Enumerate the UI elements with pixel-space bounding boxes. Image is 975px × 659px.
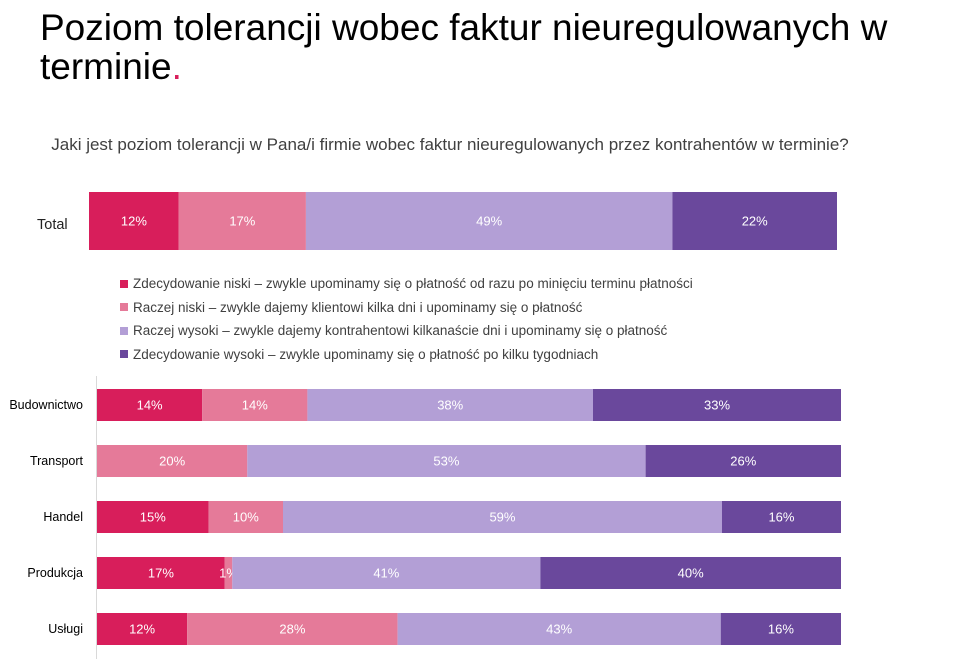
bar-segment: [89, 192, 179, 250]
data-label: 14%: [242, 398, 268, 413]
data-label: 59%: [489, 510, 515, 525]
data-label: 40%: [678, 566, 704, 581]
bar-segment: [645, 445, 841, 477]
bar-segment: [232, 557, 541, 589]
bar-segment: [672, 192, 837, 250]
bar-segment: [208, 501, 283, 533]
data-label: 17%: [229, 214, 255, 229]
data-label: 20%: [159, 454, 185, 469]
bar-segment: [187, 613, 398, 645]
bar-segment: [307, 389, 593, 421]
data-label: 22%: [742, 214, 768, 229]
bar-segment: [283, 501, 722, 533]
bar-segment: [247, 445, 646, 477]
bar-segment: [97, 501, 209, 533]
data-label: 12%: [129, 622, 155, 637]
row-label-produkcja: Produkcja: [27, 566, 83, 580]
page-title: Poziom tolerancji wobec faktur nieuregul…: [40, 8, 970, 86]
legend-label: Zdecydowanie wysoki – zwykle upominamy s…: [133, 346, 599, 362]
row-label-uslugi: Usługi: [48, 622, 83, 636]
data-label: 10%: [233, 510, 259, 525]
bar-segment: [97, 389, 203, 421]
legend-swatch: [120, 326, 128, 335]
legend-label: Zdecydowanie niski – zwykle upominamy si…: [133, 276, 693, 292]
row-label-transport: Transport: [29, 454, 83, 468]
bar-segment: [720, 613, 841, 645]
legend-swatch: [120, 350, 128, 359]
row-label-total: Total: [37, 217, 68, 233]
data-label: 49%: [476, 214, 502, 229]
data-label: 41%: [373, 566, 399, 581]
bar-segment: [97, 445, 248, 477]
legend-label: Raczej niski – zwykle dajemy klientowi k…: [133, 299, 583, 315]
page-title-text: Poziom tolerancji wobec faktur nieuregul…: [40, 7, 888, 87]
data-label: 38%: [437, 398, 463, 413]
bar-segment: [593, 389, 841, 421]
bar-segment: [224, 557, 233, 589]
row-label-budownictwo: Budownictwo: [9, 398, 83, 412]
data-label: 17%: [148, 566, 174, 581]
page-title-dot: .: [171, 46, 182, 87]
bar-segment: [178, 192, 306, 250]
data-label: 43%: [546, 622, 572, 637]
legend-swatch: [120, 279, 128, 288]
data-label: 16%: [768, 622, 794, 637]
bar-segment: [305, 192, 673, 250]
bar-segment: [202, 389, 308, 421]
data-label: 33%: [704, 398, 730, 413]
bar-segment: [721, 501, 841, 533]
legend-item: Zdecydowanie wysoki – zwykle upominamy s…: [120, 343, 693, 367]
data-label: 16%: [768, 510, 794, 525]
data-label: 26%: [730, 454, 756, 469]
row-label-handel: Handel: [43, 510, 83, 524]
bar-segment: [397, 613, 721, 645]
bar-segment: [97, 557, 225, 589]
bar-segment: [97, 613, 188, 645]
data-label: 53%: [433, 454, 459, 469]
legend: Zdecydowanie niski – zwykle upominamy si…: [120, 272, 693, 366]
bar-segment: [540, 557, 841, 589]
data-label: 15%: [140, 510, 166, 525]
data-label: 12%: [121, 214, 147, 229]
legend-label: Raczej wysoki – zwykle dajemy kontrahent…: [133, 323, 668, 339]
data-label: 28%: [279, 622, 305, 637]
legend-swatch: [120, 303, 128, 312]
chart-question: Jaki jest poziom tolerancji w Pana/i fir…: [51, 135, 849, 154]
legend-item: Zdecydowanie niski – zwykle upominamy si…: [120, 272, 693, 296]
data-label: 1%: [219, 566, 238, 581]
data-label: 14%: [137, 398, 163, 413]
legend-item: Raczej niski – zwykle dajemy klientowi k…: [120, 296, 693, 320]
legend-item: Raczej wysoki – zwykle dajemy kontrahent…: [120, 319, 693, 343]
